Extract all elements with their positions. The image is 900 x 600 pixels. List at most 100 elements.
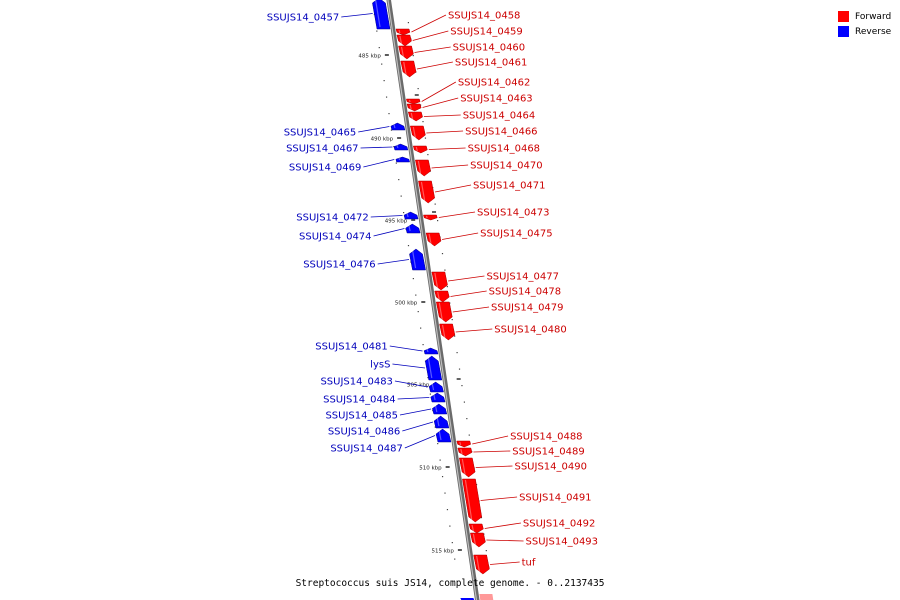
gene-label: SSUJS14_0485: [325, 411, 398, 422]
gene-arrow: [412, 145, 428, 154]
tick-label: 515 kbp: [431, 549, 454, 555]
gene-label: SSUJS14_0462: [458, 78, 531, 89]
leader-line: [377, 259, 410, 265]
leader-line: [414, 46, 451, 53]
gene-arrow: [435, 428, 452, 443]
leader-line: [373, 228, 405, 237]
minor-tick: [412, 55, 414, 57]
gene-highlight: [420, 181, 426, 202]
gene-arrow: [423, 347, 439, 355]
legend-item-reverse: Reverse: [838, 24, 891, 39]
gene-arrow: [393, 143, 409, 151]
minor-tick: [446, 286, 448, 288]
legend-item-forward: Forward: [838, 9, 891, 24]
gene-label: SSUJS14_0491: [519, 493, 592, 504]
gene-label: SSUJS14_0476: [303, 260, 376, 271]
leader-line: [389, 345, 423, 352]
minor-tick: [437, 220, 439, 222]
minor-tick: [441, 253, 444, 255]
leader-line: [455, 328, 493, 333]
leader-line: [475, 465, 513, 468]
gene-highlight: [436, 416, 440, 427]
leader-line: [434, 184, 472, 193]
gene-highlight: [403, 61, 407, 76]
gene-label: SSUJS14_0464: [463, 111, 536, 122]
forward-swatch: [838, 11, 849, 22]
tick-label: 490 kbp: [371, 137, 394, 143]
gene-label: SSUJS14_0486: [328, 427, 401, 438]
backbone-layer: [386, 0, 480, 600]
minor-tick: [429, 393, 431, 395]
gene-highlight: [374, 0, 381, 28]
leader-line: [370, 215, 403, 218]
gene-labels-layer: SSUJS14_0457 SSUJS14_0458 SSUJS14_0459 SSUJ…: [267, 11, 598, 569]
minor-tick: [449, 302, 451, 304]
gene-label: tuf: [522, 558, 536, 569]
gene-highlight: [438, 302, 443, 321]
gene-highlight: [408, 224, 411, 232]
minor-tick: [417, 311, 419, 313]
leader-line: [394, 380, 428, 388]
leader-line: [489, 561, 520, 565]
backbone-highlight: [387, 0, 478, 600]
gene-label: SSUJS14_0461: [455, 58, 528, 69]
gene-highlight: [415, 146, 418, 152]
gene-arrow: [431, 271, 448, 291]
gene-arrow: [395, 28, 411, 36]
gene-arrow: [390, 122, 406, 131]
minor-tick: [454, 558, 456, 560]
leader-line: [428, 147, 466, 150]
gene-highlight: [400, 46, 405, 58]
tick-label: 495 kbp: [385, 219, 408, 225]
gene-arrow: [434, 290, 450, 303]
minor-tick: [415, 294, 417, 296]
minor-tick: [427, 154, 429, 156]
leader-line: [421, 81, 457, 102]
leader-line: [399, 408, 432, 416]
gene-label: SSUJS14_0470: [470, 161, 543, 172]
gene-arrow: [468, 523, 484, 534]
gene-arrow: [396, 34, 412, 47]
gene-label: SSUJS14_0473: [477, 208, 549, 219]
minor-tick: [456, 352, 458, 354]
gene-label: SSUJS14_0481: [315, 342, 388, 353]
gene-arrow: [406, 98, 421, 105]
gene-label: SSUJS14_0478: [489, 287, 562, 298]
minor-tick: [385, 96, 388, 98]
gene-highlight: [399, 35, 403, 45]
minor-tick: [412, 278, 414, 280]
leader-line: [341, 13, 373, 18]
gene-label: SSUJS14_0493: [526, 537, 599, 548]
gene-highlight: [434, 404, 438, 413]
minor-tick: [468, 434, 470, 436]
gene-arrow: [459, 457, 476, 478]
gene-highlight: [433, 393, 436, 401]
minor-tick: [403, 212, 405, 214]
gene-highlight: [434, 272, 439, 289]
gene-arrow: [473, 554, 490, 575]
gene-highlight: [441, 324, 446, 339]
leader-line: [392, 363, 426, 369]
leader-line: [472, 435, 509, 445]
legend-label-reverse: Reverse: [855, 26, 892, 37]
minor-tick: [388, 113, 390, 115]
gene-highlight: [412, 126, 416, 139]
minor-tick: [434, 426, 436, 428]
minor-tick: [395, 162, 397, 164]
gene-highlight: [464, 479, 473, 521]
gene-arrow: [435, 301, 453, 323]
gene-arrow: [433, 415, 450, 429]
minor-tick: [427, 377, 429, 379]
leader-line: [450, 290, 487, 297]
gene-label: SSUJS14_0463: [460, 94, 533, 105]
gene-label: SSUJS14_0457: [267, 13, 340, 24]
minor-tick: [400, 195, 402, 197]
gene-label: SSUJS14_0477: [486, 272, 558, 283]
minor-tick: [376, 30, 378, 32]
leader-line: [422, 97, 459, 108]
gene-arrow: [430, 392, 446, 403]
gene-arrow: [407, 111, 423, 122]
leader-line: [452, 306, 490, 313]
gene-label: SSUJS14_0488: [510, 432, 582, 443]
